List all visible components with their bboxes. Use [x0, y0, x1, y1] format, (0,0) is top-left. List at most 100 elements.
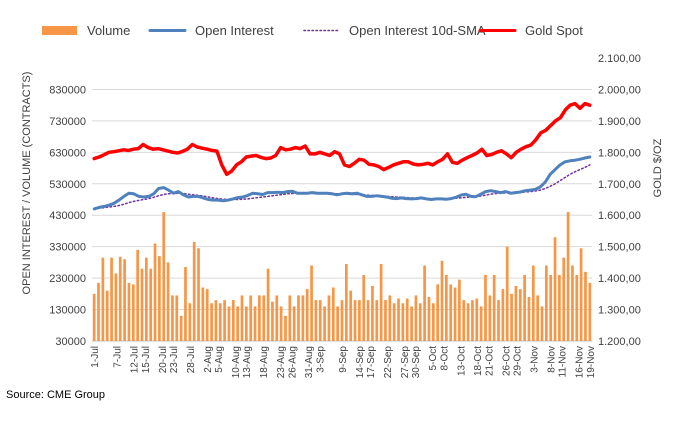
volume-bar — [458, 279, 461, 341]
volume-bar — [336, 306, 339, 341]
volume-bar — [549, 274, 553, 341]
x-tick-label: 10-Aug — [231, 346, 242, 378]
volume-bar — [449, 284, 453, 341]
left-tick-label: 330000 — [49, 242, 86, 254]
legend-item-0: Volume — [42, 23, 130, 38]
right-tick-label: 1.400,00 — [598, 273, 641, 285]
right-tick-label: 1.700,00 — [598, 179, 641, 191]
volume-bar — [340, 300, 344, 341]
volume-bar — [388, 295, 392, 341]
right-axis-ticks: 1.200,00 1.300,00 1.400,00 1.500,00 1.600,00… — [598, 53, 641, 348]
volume-bar — [462, 300, 466, 341]
volume-bar — [466, 303, 470, 341]
volume-bar — [249, 295, 253, 341]
volume-bar — [149, 268, 153, 341]
x-tick-label: 23-Aug — [276, 346, 287, 378]
left-tick-label: 630000 — [49, 147, 86, 159]
volume-bar — [292, 306, 296, 341]
volume-bar — [488, 295, 492, 341]
volume-bar — [114, 273, 118, 341]
volume-bar — [197, 248, 200, 341]
series-line-open-interest — [92, 155, 592, 211]
left-tick-label: 830000 — [49, 84, 86, 96]
legend-label: Open Interest — [195, 23, 274, 38]
volume-bar — [358, 300, 361, 341]
x-tick-label: 26-Oct — [501, 346, 512, 376]
series-line-open-interest-10d-sma — [93, 164, 591, 210]
x-tick-label: 28-Jul — [186, 346, 197, 373]
volume-bar — [253, 306, 257, 341]
volume-bar — [158, 256, 161, 341]
volume-bar — [105, 290, 109, 341]
volume-bar — [227, 306, 231, 341]
x-tick-label: 15-Jul — [141, 346, 152, 373]
volume-bar — [536, 295, 539, 341]
volume-bar — [349, 290, 353, 341]
volume-bar — [545, 265, 548, 341]
volume-bar — [531, 265, 535, 341]
left-tick-label: 730000 — [49, 116, 86, 128]
volume-bar — [136, 249, 139, 341]
volume-bar — [201, 287, 205, 341]
x-tick-label: 9-Sep — [338, 346, 349, 373]
volume-bar — [345, 263, 348, 341]
volume-bar — [423, 265, 426, 341]
volume-bar — [301, 295, 305, 341]
volume-bar — [579, 248, 583, 341]
volume-bars — [92, 212, 592, 341]
volume-bar — [101, 257, 105, 341]
x-tick-label: 8-Nov — [546, 346, 557, 373]
volume-bar — [279, 306, 283, 341]
volume-bar — [192, 241, 196, 341]
volume-bar — [318, 300, 322, 341]
volume-bar — [501, 289, 505, 341]
volume-bar — [414, 295, 418, 341]
volume-bar — [514, 285, 518, 341]
x-tick-label: 3-Nov — [530, 346, 541, 373]
volume-bar — [510, 293, 513, 341]
x-tick-label: 1-Jul — [90, 346, 101, 368]
volume-bar — [584, 271, 587, 341]
left-tick-label: 130000 — [49, 305, 86, 317]
volume-bar — [575, 274, 579, 341]
x-tick-label: 13-Aug — [242, 346, 253, 378]
x-tick-label: 7-Jul — [113, 346, 124, 368]
left-tick-label: 230000 — [49, 273, 86, 285]
volume-bar — [210, 303, 213, 341]
volume-bar — [214, 300, 218, 341]
x-tick-label: 3-Sep — [316, 346, 327, 373]
x-tick-label: 2-Aug — [203, 346, 214, 373]
x-tick-label: 19-Nov — [586, 346, 597, 378]
right-tick-label: 1.800,00 — [598, 147, 641, 159]
volume-bar — [327, 295, 331, 341]
volume-bar — [262, 295, 266, 341]
x-tick-label: 13-Oct — [456, 346, 467, 376]
volume-bar — [588, 282, 592, 341]
volume-bar — [397, 298, 400, 341]
volume-bar — [553, 237, 557, 341]
volume-bar — [145, 257, 148, 341]
volume-bar — [571, 265, 574, 341]
legend-item-2: Open Interest 10d-SMA — [303, 23, 486, 38]
x-tick-label: 21-Oct — [484, 346, 495, 376]
volume-bar — [366, 300, 370, 341]
x-tick-label: 11-Nov — [558, 346, 569, 378]
volume-bar — [140, 268, 144, 341]
volume-bar — [558, 274, 561, 341]
volume-bar — [271, 301, 274, 341]
volume-bar — [184, 267, 187, 341]
x-axis-ticks: 1-Jul 7-Jul 12-Jul 15-Jul 20-Jul 23-Jul 28-Jul… — [90, 346, 597, 379]
volume-bar — [445, 274, 448, 341]
volume-bar — [110, 257, 113, 341]
volume-bar — [410, 306, 413, 341]
volume-bar — [479, 306, 483, 341]
left-axis-title: OPEN INTEREST / VOLUME (CONTRACTS) — [21, 72, 33, 295]
right-tick-label: 1.200,00 — [598, 336, 641, 348]
volume-bar — [331, 287, 335, 341]
volume-bar — [523, 274, 526, 341]
right-tick-label: 1.600,00 — [598, 210, 641, 222]
volume-bar — [484, 274, 487, 341]
volume-bar — [236, 306, 239, 341]
volume-bar — [153, 243, 157, 341]
